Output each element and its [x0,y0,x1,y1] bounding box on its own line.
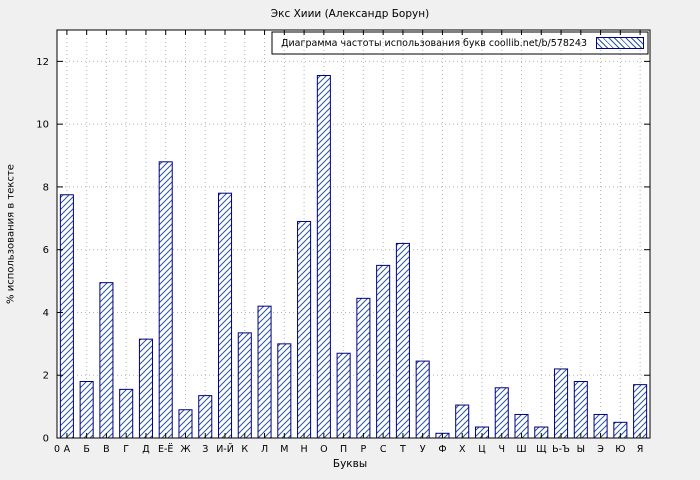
bar [494,387,509,439]
legend: Диаграмма частоты использования букв coo… [281,37,644,49]
bar [237,332,252,439]
legend-box [271,31,649,55]
x-origin-label: 0 [54,444,60,455]
bar [356,297,371,439]
legend-swatch-hatched-bar [596,37,644,49]
y-tick-label: 10 [36,120,49,131]
x-tick-label: Ф [438,444,446,455]
bar [99,282,114,439]
bar [395,242,410,439]
x-tick-label: М [280,444,288,455]
x-tick-label: Ж [180,444,191,455]
x-tick-label: С [380,444,387,455]
plot-frame [56,29,651,439]
x-tick-label: О [320,444,327,455]
x-tick-label: У [420,444,426,455]
bar [415,360,430,439]
x-tick-label: И-Й [216,443,234,455]
x-tick-label: Х [459,444,466,455]
bar [336,352,351,439]
y-tick-label: 0 [43,434,49,445]
y-tick-label: 6 [43,245,49,256]
bar [257,305,272,439]
x-tick-label: Ш [516,444,526,455]
plot-background [57,30,650,438]
x-tick-label: Р [361,444,367,455]
bar [138,338,153,439]
bar [158,161,173,439]
x-tick-label: Ы [577,444,585,455]
x-tick-label: Ю [615,444,625,455]
bar [59,194,74,439]
bar [297,220,312,439]
x-tick-label: З [202,444,208,455]
bar [376,264,391,439]
x-tick-label: Г [123,444,129,455]
x-tick-label: Ч [498,444,505,455]
x-tick-label: А [64,444,71,455]
x-tick-label: Н [301,444,308,455]
x-axis-label: Буквы [332,458,368,470]
x-tick-label: В [103,444,110,455]
chart-title: Экс Хиии (Александр Борун) [270,8,430,20]
bar [217,192,233,439]
x-tick-label: Я [637,444,644,455]
y-tick-label: 4 [43,308,49,319]
bar [119,388,134,439]
bar [633,384,648,439]
bar [554,368,569,439]
bar [316,75,331,439]
legend-label: Диаграмма частоты использования букв coo… [281,37,587,49]
x-tick-label: Ц [478,444,485,455]
x-tick-label: Л [261,444,268,455]
x-tick-label: Т [399,444,406,455]
x-tick-label: Ь-Ъ [552,444,570,455]
x-tick-label: Щ [536,444,547,455]
bar [79,381,94,439]
bar [573,381,588,439]
x-tick-label: Э [597,444,604,455]
x-tick-label: К [241,444,248,455]
x-tick-label: Б [83,444,90,455]
y-tick-label: 12 [36,57,49,68]
y-tick-label: 8 [43,182,49,193]
bar [198,395,213,439]
bar [277,343,292,439]
y-tick-label: 2 [43,371,49,382]
x-tick-label: П [340,444,347,455]
x-tick-label: Д [142,444,149,455]
x-tick-label: Е-Ё [158,444,173,455]
